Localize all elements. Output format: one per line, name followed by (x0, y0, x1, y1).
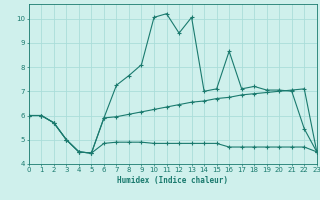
X-axis label: Humidex (Indice chaleur): Humidex (Indice chaleur) (117, 176, 228, 185)
